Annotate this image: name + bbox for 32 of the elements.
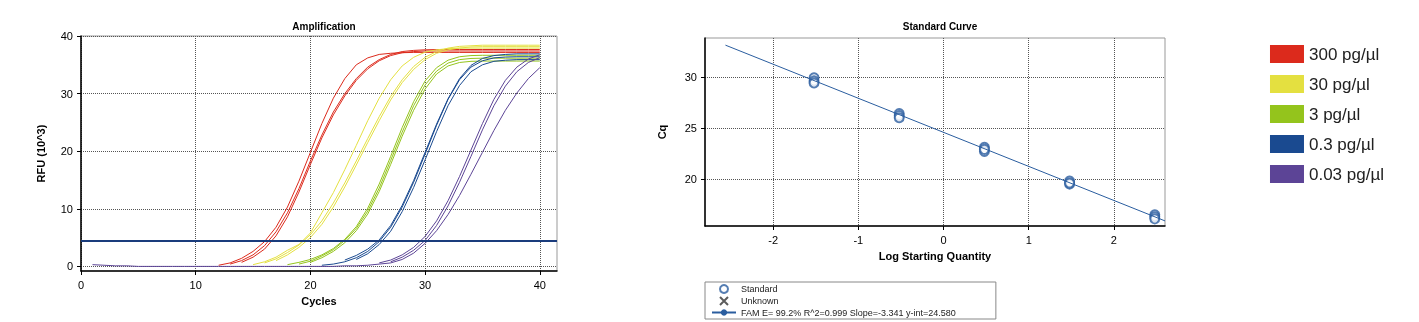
x-tick-label: 30 xyxy=(418,278,432,291)
y-tick-label: 0 xyxy=(66,260,73,273)
y-axis-title: Cq xyxy=(655,124,668,140)
x-tick-label: 2 xyxy=(1110,233,1117,246)
x-axis-title: Cycles xyxy=(301,294,337,307)
x-tick-label: 0 xyxy=(77,278,85,291)
y-tick-label: 10 xyxy=(60,202,73,215)
x-tick-label: 1 xyxy=(1025,233,1032,246)
x-tick-label: 10 xyxy=(189,278,202,291)
y-tick-label: 20 xyxy=(60,145,73,158)
legend-label: 0.03 pg/µl xyxy=(1308,164,1384,184)
legend-label: Unknown xyxy=(741,296,779,306)
y-tick-label: 40 xyxy=(60,30,73,42)
legend-label: FAM E= 99.2% R^2=0.999 Slope=-3.341 y-int=24.580 xyxy=(741,307,956,318)
chart-title: Amplification xyxy=(292,20,356,32)
legend-label: Standard xyxy=(741,284,778,294)
legend-label: 300 pg/µl xyxy=(1308,44,1380,64)
x-tick-label: 0 xyxy=(940,233,947,246)
y-tick-label: 25 xyxy=(684,121,697,134)
y-tick-label: 30 xyxy=(60,87,73,100)
legend-label: 30 pg/µl xyxy=(1308,74,1370,94)
legend-label: 3 pg/µl xyxy=(1308,104,1361,124)
x-tick-label: 20 xyxy=(304,278,317,291)
y-tick-label: 30 xyxy=(684,70,697,83)
y-tick-label: 20 xyxy=(684,173,697,185)
x-tick-label: -2 xyxy=(768,233,779,246)
x-tick-label: -1 xyxy=(853,233,864,246)
y-axis-title: RFU (10^3) xyxy=(34,124,47,183)
x-tick-label: 40 xyxy=(533,278,546,291)
legend-label: 0.3 pg/µl xyxy=(1308,134,1375,154)
chart-title: Standard Curve xyxy=(902,20,978,32)
x-axis-title: Log Starting Quantity xyxy=(878,249,993,262)
